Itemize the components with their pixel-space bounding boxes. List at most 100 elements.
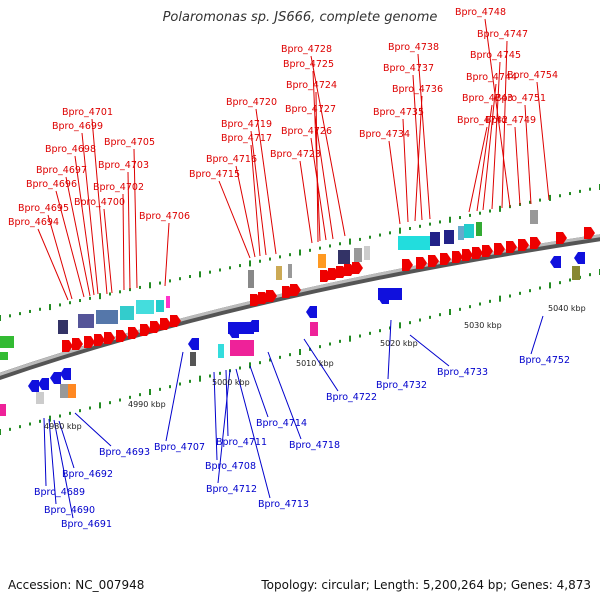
- top-tick-mark: [429, 222, 431, 226]
- leader-line: [524, 104, 532, 205]
- bottom-tick-mark: [89, 406, 91, 410]
- gene-label-bottom: Bpro_4733: [437, 367, 488, 378]
- top-tick-mark: [139, 285, 141, 289]
- axis-layer: [0, 234, 600, 380]
- bottom-tick-mark: [29, 422, 31, 426]
- top-tick-mark: [299, 249, 301, 256]
- gene-label-bottom: Bpro_4711: [216, 437, 267, 448]
- bottom-tick-mark: [9, 427, 11, 431]
- minus-strand-gene: [38, 378, 49, 390]
- plus-strand-gene: [62, 340, 73, 352]
- leader-line: [235, 368, 271, 499]
- gene-label-top: Bpro_4716: [206, 154, 257, 165]
- bottom-tick-mark: [179, 382, 181, 386]
- plus-strand-gene: [266, 290, 277, 302]
- gene-label-top: Bpro_4702: [93, 182, 144, 193]
- plus-strand-gene: [428, 255, 439, 267]
- scale-label: 4980 kbp: [44, 422, 82, 431]
- bottom-tick-mark: [499, 295, 501, 302]
- gene-label-bottom: Bpro_4718: [289, 440, 340, 451]
- bottom-tick-mark: [319, 345, 321, 349]
- top-tick-mark: [169, 279, 171, 283]
- plus-strand-gene: [150, 321, 161, 333]
- top-tick-mark: [589, 187, 591, 191]
- feature-block: [156, 300, 164, 312]
- top-tick-mark: [389, 231, 391, 235]
- minus-strand-gene: [550, 256, 561, 268]
- bottom-tick-mark: [199, 375, 201, 382]
- gene-label-bottom: Bpro_4691: [61, 519, 112, 530]
- leader-line: [58, 420, 75, 469]
- leader-line: [514, 126, 521, 206]
- leader-line: [165, 351, 184, 442]
- top-tick-mark: [419, 224, 421, 228]
- bottom-tick-mark: [209, 374, 211, 378]
- plus-strand-gene: [530, 237, 541, 249]
- gene-label-top: Bpro_4720: [226, 97, 277, 108]
- tick-layer: [0, 184, 600, 435]
- top-tick-mark: [269, 257, 271, 261]
- top-tick-mark: [359, 237, 361, 241]
- feature-block: [430, 232, 440, 246]
- feature-block: [36, 392, 44, 404]
- feature-block: [338, 250, 350, 264]
- top-tick-mark: [339, 242, 341, 246]
- feature-block: [0, 404, 6, 416]
- leader-line: [37, 228, 69, 301]
- gene-label-bottom: Bpro_4707: [154, 442, 205, 453]
- scale-label: 5020 kbp: [380, 339, 418, 348]
- gene-label-top: Bpro_4719: [221, 119, 272, 130]
- top-tick-mark: [239, 264, 241, 268]
- gene-label-top: Bpro_4715: [189, 169, 240, 180]
- leader-line: [250, 130, 267, 256]
- bottom-tick-mark: [399, 322, 401, 329]
- top-tick-mark: [559, 194, 561, 198]
- top-tick-mark: [179, 277, 181, 281]
- feature-block: [58, 320, 68, 334]
- feature-block: [68, 384, 76, 398]
- leader-line: [314, 115, 334, 240]
- top-tick-mark: [149, 282, 151, 289]
- plus-strand-gene: [506, 241, 517, 253]
- bottom-tick-mark: [289, 353, 291, 357]
- bottom-tick-mark: [369, 331, 371, 335]
- top-tick-mark: [549, 194, 551, 201]
- leader-line: [402, 118, 409, 223]
- feature-block: [166, 296, 170, 308]
- plus-strand-gene: [452, 251, 463, 263]
- leader-line: [484, 18, 511, 208]
- bottom-tick-mark: [489, 299, 491, 303]
- bottom-tick-mark: [279, 355, 281, 359]
- scale-label: 5040 kbp: [548, 304, 586, 313]
- gene-label-top: Bpro_4726: [281, 126, 332, 137]
- top-tick-mark: [469, 213, 471, 217]
- leader-line: [412, 74, 423, 221]
- bottom-tick-mark: [79, 409, 81, 413]
- leader-line: [303, 338, 339, 392]
- plus-strand-gene: [494, 243, 505, 255]
- top-tick-mark: [219, 268, 221, 272]
- bottom-tick-mark: [439, 313, 441, 317]
- gene-label-top: Bpro_4735: [373, 107, 424, 118]
- top-tick-mark: [129, 288, 131, 292]
- plus-strand-gene: [462, 249, 473, 261]
- plus-strand-gene: [170, 315, 181, 327]
- bottom-tick-mark: [379, 329, 381, 333]
- feature-block: [218, 344, 224, 358]
- bottom-tick-mark: [269, 358, 271, 362]
- top-tick-mark: [49, 304, 51, 311]
- top-tick-mark: [19, 312, 21, 316]
- leader-line: [388, 140, 401, 225]
- top-tick-mark: [409, 226, 411, 230]
- leader-line: [417, 53, 431, 220]
- feature-block: [230, 340, 254, 356]
- top-tick-mark: [289, 253, 291, 257]
- leader-line: [267, 351, 302, 440]
- top-tick-mark: [349, 238, 351, 245]
- leader-line: [255, 108, 277, 255]
- top-tick-mark: [329, 244, 331, 248]
- scale-label: 4990 kbp: [128, 400, 166, 409]
- top-tick-mark: [449, 216, 451, 223]
- plus-strand-gene: [290, 284, 301, 296]
- feature-block: [0, 336, 14, 348]
